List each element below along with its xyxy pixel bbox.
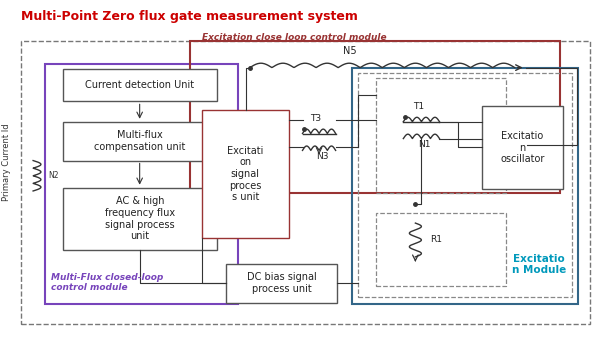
Text: Excitatio
n
oscillator: Excitatio n oscillator bbox=[500, 131, 544, 165]
Text: N2: N2 bbox=[48, 171, 58, 180]
Text: AC & high
frequency flux
signal process
unit: AC & high frequency flux signal process … bbox=[105, 196, 175, 241]
FancyBboxPatch shape bbox=[226, 264, 337, 303]
Text: Current detection Unit: Current detection Unit bbox=[85, 80, 194, 90]
FancyBboxPatch shape bbox=[202, 110, 289, 238]
FancyBboxPatch shape bbox=[63, 69, 217, 101]
Text: R1: R1 bbox=[430, 236, 442, 244]
Text: N5: N5 bbox=[343, 46, 357, 56]
Text: T1: T1 bbox=[413, 102, 424, 111]
Text: Multi-flux
compensation unit: Multi-flux compensation unit bbox=[95, 130, 185, 152]
Text: Primary Current Id: Primary Current Id bbox=[2, 123, 10, 201]
Text: Excitation close loop control module: Excitation close loop control module bbox=[202, 33, 386, 42]
Text: N1: N1 bbox=[418, 140, 430, 149]
Text: N3: N3 bbox=[316, 152, 328, 161]
Text: Excitati
on
signal
proces
s unit: Excitati on signal proces s unit bbox=[227, 146, 264, 202]
Text: Multi-Flux closed-loop
control module: Multi-Flux closed-loop control module bbox=[51, 273, 164, 292]
Text: T3: T3 bbox=[311, 114, 321, 123]
FancyBboxPatch shape bbox=[482, 106, 563, 189]
FancyBboxPatch shape bbox=[63, 122, 217, 161]
FancyBboxPatch shape bbox=[63, 188, 217, 250]
Text: DC bias signal
process unit: DC bias signal process unit bbox=[247, 272, 316, 294]
Text: Excitatio
n Module: Excitatio n Module bbox=[512, 254, 566, 275]
Text: Multi-Point Zero flux gate measurement system: Multi-Point Zero flux gate measurement s… bbox=[21, 10, 358, 23]
